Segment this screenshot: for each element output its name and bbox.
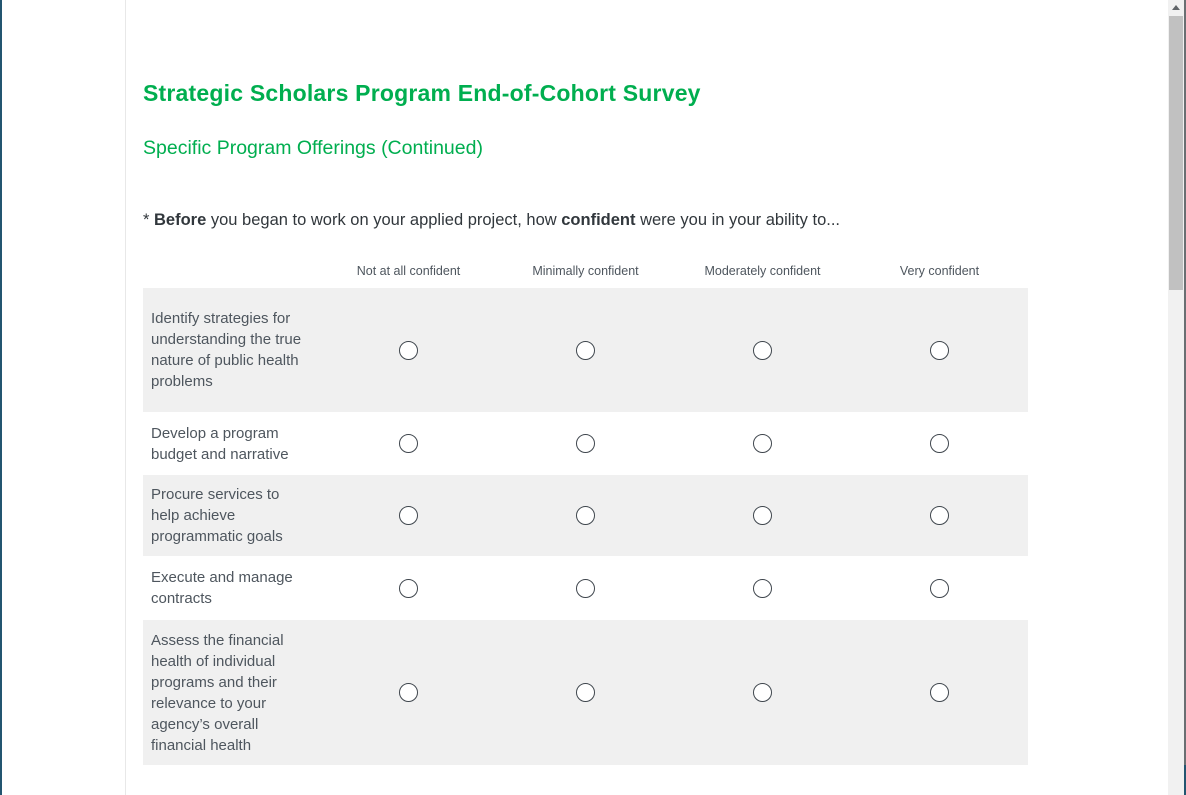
- radio-row2-col4[interactable]: [930, 434, 949, 453]
- column-header-very: Very confident: [899, 264, 980, 278]
- survey-title: Strategic Scholars Program End-of-Cohort…: [143, 80, 701, 106]
- section-title: Specific Program Offerings (Continued): [143, 137, 483, 159]
- radio-row5-col4[interactable]: [930, 683, 949, 702]
- radio-row2-col1[interactable]: [399, 434, 418, 453]
- row-label: Assess the financial health of individua…: [151, 631, 284, 754]
- matrix-row-execute-contracts: Execute and manage contracts: [143, 556, 1028, 620]
- radio-row2-col3[interactable]: [753, 434, 772, 453]
- cell: [320, 620, 497, 765]
- cell: [320, 556, 497, 620]
- cell: [497, 288, 674, 412]
- cell: [851, 620, 1028, 765]
- radio-row3-col1[interactable]: [399, 506, 418, 525]
- cell: [674, 556, 851, 620]
- scrollbar-thumb[interactable]: [1169, 16, 1183, 290]
- radio-row1-col3[interactable]: [753, 340, 772, 360]
- matrix-header-spacer: [143, 264, 320, 288]
- matrix-header-row: Not at all confident Minimally confident…: [143, 264, 1028, 288]
- radio-row3-col2[interactable]: [576, 506, 595, 525]
- column-header-not-at-all: Not at all confident: [356, 264, 461, 278]
- cell: [497, 475, 674, 556]
- cell: [674, 412, 851, 475]
- content-left-divider: [125, 0, 126, 795]
- column-header-moderately: Moderately confident: [704, 264, 821, 278]
- cell: [320, 475, 497, 556]
- radio-row5-col2[interactable]: [576, 683, 595, 702]
- matrix-row-identify-strategies: Identify strategies for understanding th…: [143, 288, 1028, 412]
- required-marker: *: [143, 211, 155, 229]
- matrix-row-procure-services: Procure services to help achieve program…: [143, 475, 1028, 556]
- column-header-minimally: Minimally confident: [532, 264, 639, 278]
- cell: [851, 475, 1028, 556]
- radio-row2-col2[interactable]: [576, 434, 595, 453]
- radio-row4-col2[interactable]: [576, 578, 595, 598]
- cell: [851, 288, 1028, 412]
- cell: [320, 412, 497, 475]
- cell: [674, 288, 851, 412]
- cell: [497, 556, 674, 620]
- cell: [851, 556, 1028, 620]
- matrix-row-assess-financial-health: Assess the financial health of individua…: [143, 620, 1028, 765]
- question-bold-confident: confident: [561, 211, 636, 229]
- question-text: * Before you began to work on your appli…: [143, 209, 1123, 232]
- radio-row3-col3[interactable]: [753, 506, 772, 525]
- question-tail: were you in your ability to...: [635, 211, 841, 229]
- matrix-question-table: Not at all confident Minimally confident…: [143, 264, 1028, 765]
- question-bold-before: Before: [154, 211, 207, 229]
- cell: [497, 620, 674, 765]
- cell: [320, 288, 497, 412]
- radio-row1-col4[interactable]: [930, 340, 949, 360]
- cell: [497, 412, 674, 475]
- radio-row1-col2[interactable]: [576, 340, 595, 360]
- radio-row1-col1[interactable]: [399, 340, 418, 360]
- row-label: Identify strategies for understanding th…: [151, 310, 302, 390]
- cell: [674, 475, 851, 556]
- question-mid: you began to work on your applied projec…: [206, 211, 562, 229]
- row-label: Develop a program budget and narrative: [151, 424, 289, 463]
- window-right-border-bottom: [1184, 765, 1186, 795]
- cell: [674, 620, 851, 765]
- window-left-border: [0, 0, 2, 795]
- scrollbar-up-arrow-icon[interactable]: [1172, 5, 1180, 10]
- vertical-scrollbar[interactable]: [1168, 0, 1184, 795]
- radio-row4-col1[interactable]: [399, 578, 418, 598]
- radio-row3-col4[interactable]: [930, 506, 949, 525]
- row-label: Procure services to help achieve program…: [151, 486, 283, 545]
- row-label: Execute and manage contracts: [151, 569, 293, 607]
- radio-row5-col1[interactable]: [399, 683, 418, 702]
- radio-row4-col4[interactable]: [930, 578, 949, 598]
- radio-row5-col3[interactable]: [753, 683, 772, 702]
- cell: [851, 412, 1028, 475]
- window-right-border: [1184, 0, 1186, 795]
- matrix-row-develop-budget: Develop a program budget and narrative: [143, 412, 1028, 475]
- radio-row4-col3[interactable]: [753, 578, 772, 598]
